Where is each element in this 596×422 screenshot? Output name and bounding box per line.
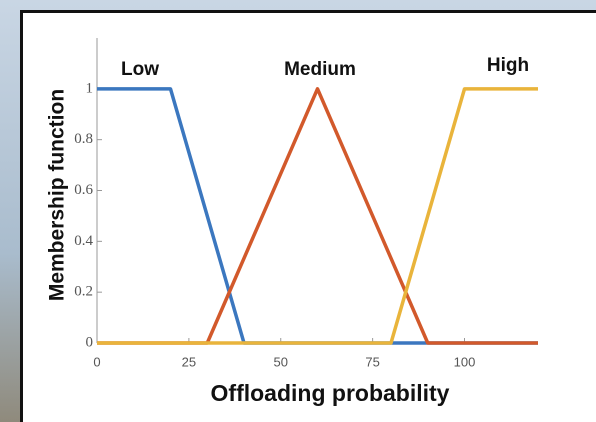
membership-line: [97, 89, 538, 343]
y-tick-label: 1: [86, 80, 94, 96]
chart: Offloading probability Membership functi…: [0, 0, 596, 422]
x-tick-label: 75: [365, 354, 379, 369]
series-label: Low: [121, 59, 159, 80]
x-tick-label: 0: [93, 354, 100, 369]
x-tick-label: 50: [274, 354, 288, 369]
x-axis-label: Offloading probability: [211, 380, 450, 406]
x-tick-label: 100: [454, 354, 476, 369]
y-axis-label: Membership function: [46, 89, 69, 301]
y-tick-label: 0: [86, 334, 94, 350]
y-tick-label: 0.2: [74, 284, 93, 300]
series-label: High: [487, 55, 529, 76]
series-label: Medium: [284, 59, 356, 80]
membership-line: [97, 89, 538, 343]
y-tick-label: 0.8: [74, 131, 93, 147]
y-tick-label: 0.4: [74, 233, 93, 249]
membership-line: [97, 89, 538, 343]
x-tick-label: 25: [182, 354, 196, 369]
y-tick-label: 0.6: [74, 182, 93, 198]
page: Offloading probability Membership functi…: [0, 0, 596, 422]
